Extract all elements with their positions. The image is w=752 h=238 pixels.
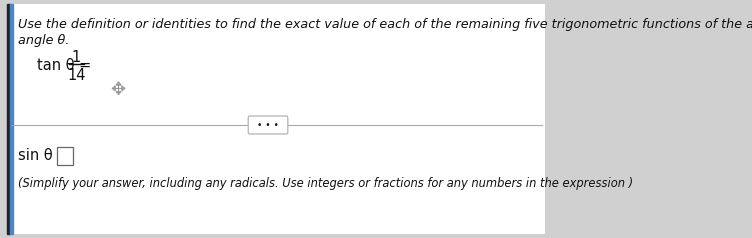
- Bar: [56, 147, 73, 165]
- Text: (Simplify your answer, including any radicals. Use integers or fractions for any: (Simplify your answer, including any rad…: [17, 177, 632, 189]
- Text: ✥: ✥: [110, 81, 125, 99]
- Text: 1: 1: [71, 50, 81, 64]
- Text: sin θ =: sin θ =: [17, 149, 69, 164]
- Bar: [10, 4, 14, 234]
- Bar: [8, 4, 10, 234]
- Text: • • •: • • •: [257, 120, 279, 129]
- Text: tan θ =: tan θ =: [37, 59, 91, 74]
- Text: Use the definition or identities to find the exact value of each of the remainin: Use the definition or identities to find…: [17, 18, 752, 31]
- Text: 14: 14: [67, 68, 86, 83]
- FancyBboxPatch shape: [248, 116, 288, 134]
- Text: angle θ.: angle θ.: [17, 34, 69, 47]
